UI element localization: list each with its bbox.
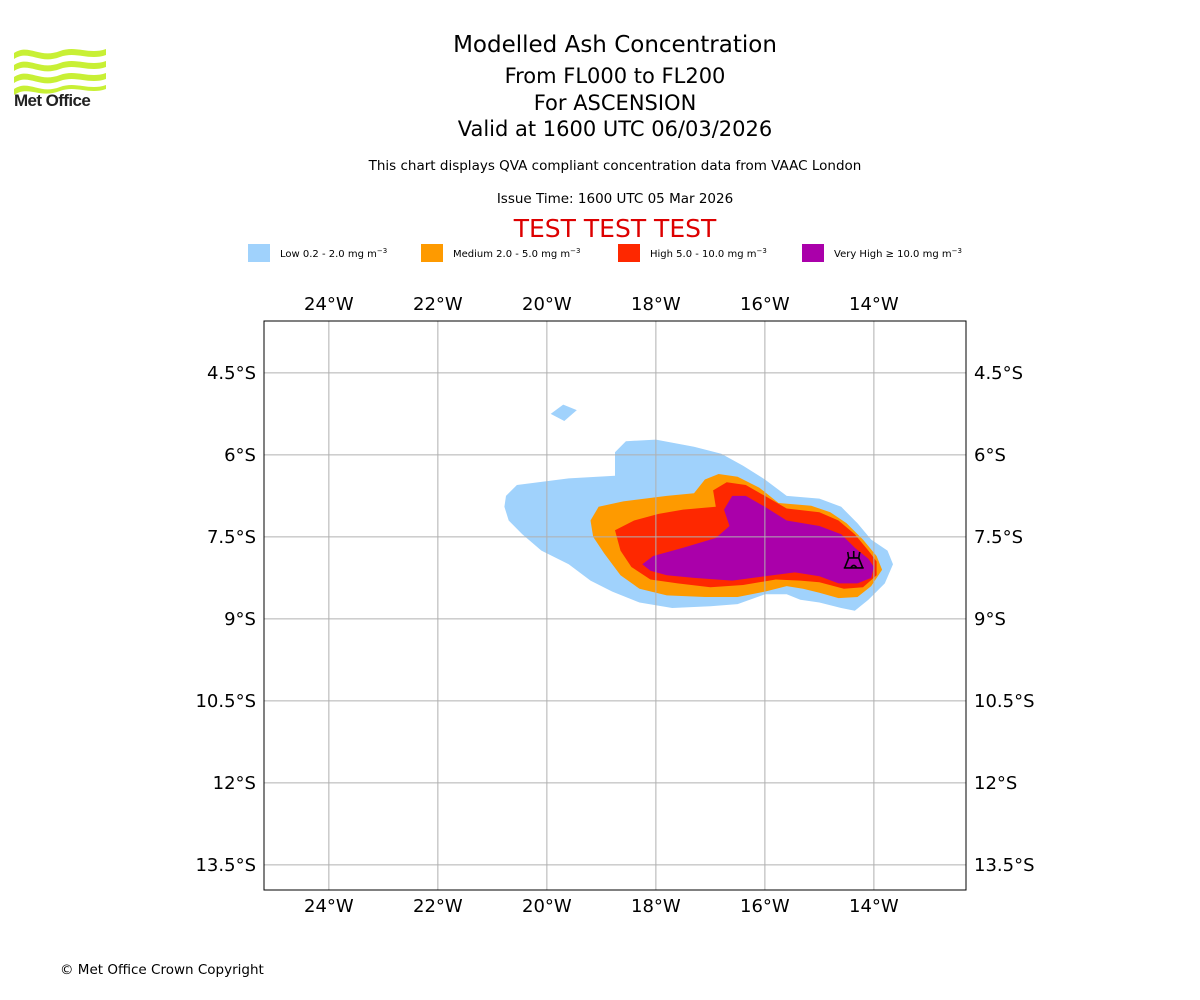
met-office-logo [14, 49, 106, 95]
x-tick-label-top: 22°W [413, 294, 463, 315]
y-tick-label-left: 6°S [224, 445, 256, 466]
y-tick-label-left: 12°S [213, 773, 256, 794]
y-tick-label-right: 7.5°S [974, 527, 1023, 548]
y-tick-label-left: 9°S [224, 609, 256, 630]
ash-contours [504, 404, 893, 611]
flight-levels: From FL000 to FL200 [504, 64, 726, 88]
y-tick-label-right: 4.5°S [974, 363, 1023, 384]
volcano-icon [843, 550, 864, 569]
volcano-name: For ASCENSION [533, 91, 697, 115]
logo-wave-2 [14, 61, 106, 72]
description: This chart displays QVA compliant concen… [368, 158, 862, 174]
legend-swatch-low [248, 244, 270, 262]
y-tick-label-left: 4.5°S [207, 363, 256, 384]
y-tick-label-right: 6°S [974, 445, 1006, 466]
legend-label-medium: Medium 2.0 - 5.0 mg m−3 [453, 247, 581, 260]
contour-low-0 [550, 404, 577, 421]
x-tick-label-bottom: 16°W [740, 896, 790, 917]
y-tick-label-left: 10.5°S [195, 691, 256, 712]
x-tick-label-bottom: 18°W [631, 896, 681, 917]
y-tick-label-left: 13.5°S [195, 855, 256, 876]
x-tick-label-top: 24°W [304, 294, 354, 315]
logo-wave-1 [14, 49, 106, 60]
legend-label-low: Low 0.2 - 2.0 mg m−3 [280, 247, 388, 260]
y-tick-label-right: 10.5°S [974, 691, 1035, 712]
logo-wave-3 [14, 73, 106, 84]
y-tick-label-right: 9°S [974, 609, 1006, 630]
gridlines [264, 321, 966, 890]
chart-title: Modelled Ash Concentration [453, 32, 777, 58]
legend-label-very-high: Very High ≥ 10.0 mg m−3 [834, 247, 962, 260]
y-tick-label-right: 13.5°S [974, 855, 1035, 876]
copyright: © Met Office Crown Copyright [60, 962, 264, 978]
axis-labels: 24°W 24°W 22°W 22°W 20°W 20°W 18°W 18°W 16°W 16°W… [195, 294, 1034, 917]
issue-time: Issue Time: 1600 UTC 05 Mar 2026 [496, 191, 734, 207]
x-tick-label-bottom: 24°W [304, 896, 354, 917]
x-tick-label-top: 14°W [849, 294, 899, 315]
x-tick-label-top: 18°W [631, 294, 681, 315]
x-tick-label-bottom: 22°W [413, 896, 463, 917]
x-tick-label-bottom: 14°W [849, 896, 899, 917]
contour-very-high-0 [642, 495, 874, 584]
legend-swatch-very-high [802, 244, 824, 262]
logo-wave-4 [14, 85, 106, 95]
x-tick-label-bottom: 20°W [522, 896, 572, 917]
legend-swatch-high [618, 244, 640, 262]
legend-label-high: High 5.0 - 10.0 mg m−3 [650, 247, 767, 260]
x-tick-label-top: 20°W [522, 294, 572, 315]
x-tick-label-top: 16°W [740, 294, 790, 315]
y-tick-label-right: 12°S [974, 773, 1017, 794]
y-tick-label-left: 7.5°S [207, 527, 256, 548]
logo-text: Met Office [14, 91, 91, 110]
test-banner: TEST TEST TEST [513, 214, 717, 243]
map-frame [263, 320, 967, 891]
legend-swatch-medium [421, 244, 443, 262]
volcano-marker [843, 550, 864, 569]
valid-time: Valid at 1600 UTC 06/03/2026 [457, 117, 773, 141]
